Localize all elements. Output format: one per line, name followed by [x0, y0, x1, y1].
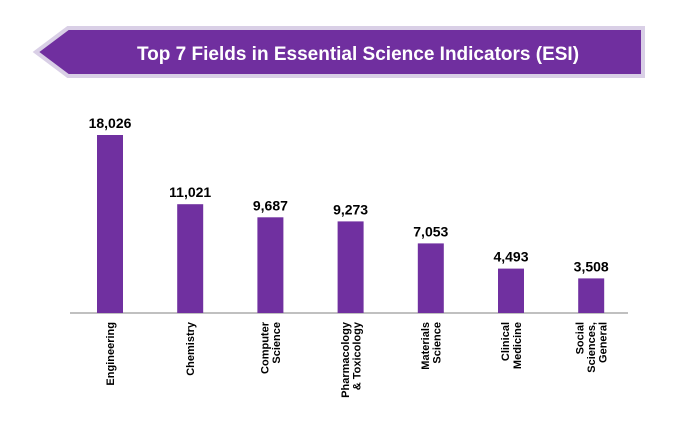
- x-tick-label: Chemistry: [185, 321, 197, 376]
- x-tick-label-line: Science: [271, 322, 283, 364]
- x-tick-label-line: Computer: [260, 321, 272, 374]
- x-tick-label-line: Clinical: [500, 322, 512, 361]
- bar-value-label: 11,021: [169, 184, 211, 200]
- bar-3: [257, 217, 284, 313]
- x-tick-label-line: General: [598, 322, 610, 363]
- bar-1: [97, 135, 123, 313]
- bar-7: [578, 278, 605, 313]
- title-banner: Top 7 Fields in Essential Science Indica…: [32, 26, 645, 78]
- bar-value-label: 9,687: [253, 197, 288, 213]
- bar-2: [177, 204, 204, 313]
- bar-value-label: 9,273: [333, 201, 368, 217]
- x-tick-label: ComputerScience: [260, 321, 284, 374]
- bar-6: [498, 268, 524, 313]
- x-tick-label: MaterialsScience: [420, 322, 444, 370]
- bar-5: [417, 243, 444, 313]
- bar-value-label: 18,026: [89, 115, 132, 131]
- x-tick-label-line: & Toxicology: [351, 321, 363, 390]
- bar-plot-area: 18,026 Engineering 11,021 Chemistry 9,687 Com…: [70, 115, 628, 398]
- x-tick-label-line: Materials: [420, 322, 432, 370]
- x-tick-label: Pharmacology& Toxicology: [340, 321, 364, 398]
- x-tick-label-line: Sciences,: [586, 322, 598, 373]
- chart-title: Top 7 Fields in Essential Science Indica…: [137, 44, 579, 65]
- x-tick-label: Engineering: [105, 322, 117, 386]
- x-tick-label-line: Engineering: [105, 322, 117, 386]
- title-banner-shape: [32, 26, 645, 78]
- bar-4: [337, 221, 364, 313]
- x-tick-label-line: Social: [575, 322, 587, 354]
- bar-value-label: 3,508: [574, 258, 609, 274]
- x-tick-label: SocialSciences,General: [575, 322, 610, 373]
- x-tick-label-line: Pharmacology: [340, 321, 352, 398]
- bar-value-label: 4,493: [493, 249, 528, 265]
- bar-value-label: 7,053: [413, 223, 448, 239]
- x-tick-label-line: Medicine: [512, 322, 524, 369]
- x-tick-label: ClinicalMedicine: [500, 322, 524, 369]
- x-tick-label-line: Science: [432, 322, 444, 364]
- x-tick-label-line: Chemistry: [185, 321, 197, 376]
